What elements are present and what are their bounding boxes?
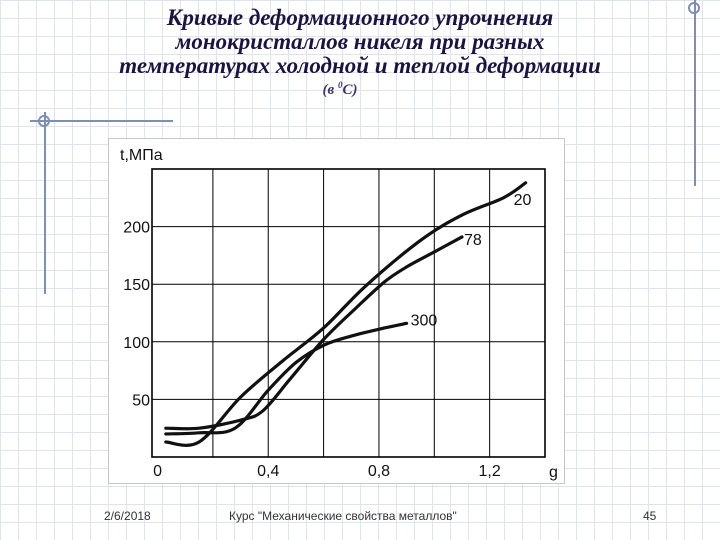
y-axis-label: t,МПа bbox=[120, 147, 163, 164]
subtitle-suffix: С) bbox=[342, 82, 358, 98]
slide-title: Кривые деформационного упрочнения монокр… bbox=[30, 6, 690, 78]
decorative-horizontal-line-left bbox=[30, 120, 173, 122]
plot-area-border bbox=[151, 168, 546, 458]
y-tick-label-2: 150 bbox=[123, 277, 150, 294]
series-line-300 bbox=[164, 321, 409, 436]
x-tick-label-0: 0 bbox=[153, 463, 162, 480]
footer-course: Курс "Механические свойства металлов" bbox=[229, 509, 457, 523]
series-line-20 bbox=[164, 181, 528, 447]
slide-title-line-1: Кривые деформационного упрочнения bbox=[166, 5, 554, 30]
y-tick-label-1: 100 bbox=[123, 335, 150, 352]
deformation-hardening-chart: 0 0,4 0,8 1,2 50 100 150 200 t,МПа g 20 78 300 bbox=[120, 147, 558, 481]
y-tick-label-3: 200 bbox=[123, 220, 150, 237]
series-label-78: 78 bbox=[464, 232, 482, 249]
series-label-20: 20 bbox=[514, 192, 532, 209]
series-line-78 bbox=[164, 235, 464, 431]
x-tick-label-2: 0,8 bbox=[368, 463, 390, 480]
x-tick-label-1: 0,4 bbox=[257, 463, 279, 480]
slide-title-line-3: температурах холодной и теплой деформаци… bbox=[119, 53, 601, 78]
series-label-300: 300 bbox=[411, 312, 438, 329]
subtitle-degree: 0 bbox=[337, 80, 343, 90]
decorative-circle-icon bbox=[38, 115, 50, 127]
footer-date: 2/6/2018 bbox=[104, 509, 151, 523]
decorative-vertical-line-right bbox=[694, 0, 696, 186]
slide-subtitle: (в 0С) bbox=[300, 80, 380, 99]
decorative-corner-circle-icon bbox=[688, 2, 700, 14]
subtitle-prefix: (в bbox=[322, 82, 338, 98]
x-axis-label: g bbox=[549, 464, 558, 481]
footer-page-number: 45 bbox=[643, 509, 657, 523]
slide-title-line-2: монокристаллов никеля при разных bbox=[175, 29, 545, 54]
chart-frame: 0 0,4 0,8 1,2 50 100 150 200 t,МПа g 20 78 300 bbox=[108, 138, 565, 484]
y-tick-label-0: 50 bbox=[132, 392, 150, 409]
decorative-vertical-line-left bbox=[44, 112, 46, 294]
x-tick-label-3: 1,2 bbox=[479, 463, 501, 480]
